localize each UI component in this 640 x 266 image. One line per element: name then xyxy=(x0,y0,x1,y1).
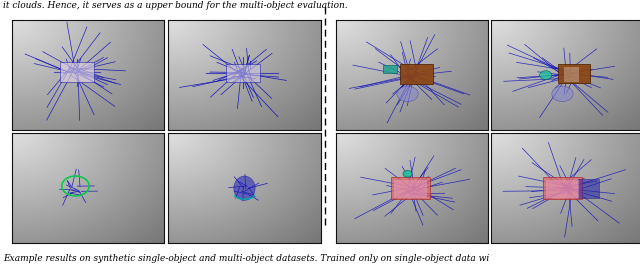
Text: KGN: KGN xyxy=(554,228,580,237)
Bar xyxy=(391,177,431,199)
Ellipse shape xyxy=(234,176,255,200)
Text: Training Labels: Training Labels xyxy=(42,228,133,237)
Bar xyxy=(578,179,599,198)
Bar xyxy=(226,64,260,82)
Bar xyxy=(383,65,397,73)
Text: Training Labels: Training Labels xyxy=(367,228,458,237)
Text: KGN: KGN xyxy=(231,228,258,237)
Text: it clouds. Hence, it serves as a upper bound for the multi-object evaluation.: it clouds. Hence, it serves as a upper b… xyxy=(3,1,348,10)
Bar xyxy=(543,177,582,199)
Bar xyxy=(60,62,94,82)
Bar xyxy=(558,64,590,83)
Bar xyxy=(400,64,433,84)
Bar xyxy=(394,180,428,198)
Circle shape xyxy=(552,86,573,102)
Circle shape xyxy=(397,86,419,102)
Circle shape xyxy=(403,171,412,177)
Bar xyxy=(546,180,579,198)
Circle shape xyxy=(540,71,552,80)
Bar xyxy=(564,67,579,82)
Text: Example results on synthetic single-object and multi-object datasets. Trained on: Example results on synthetic single-obje… xyxy=(3,253,490,263)
